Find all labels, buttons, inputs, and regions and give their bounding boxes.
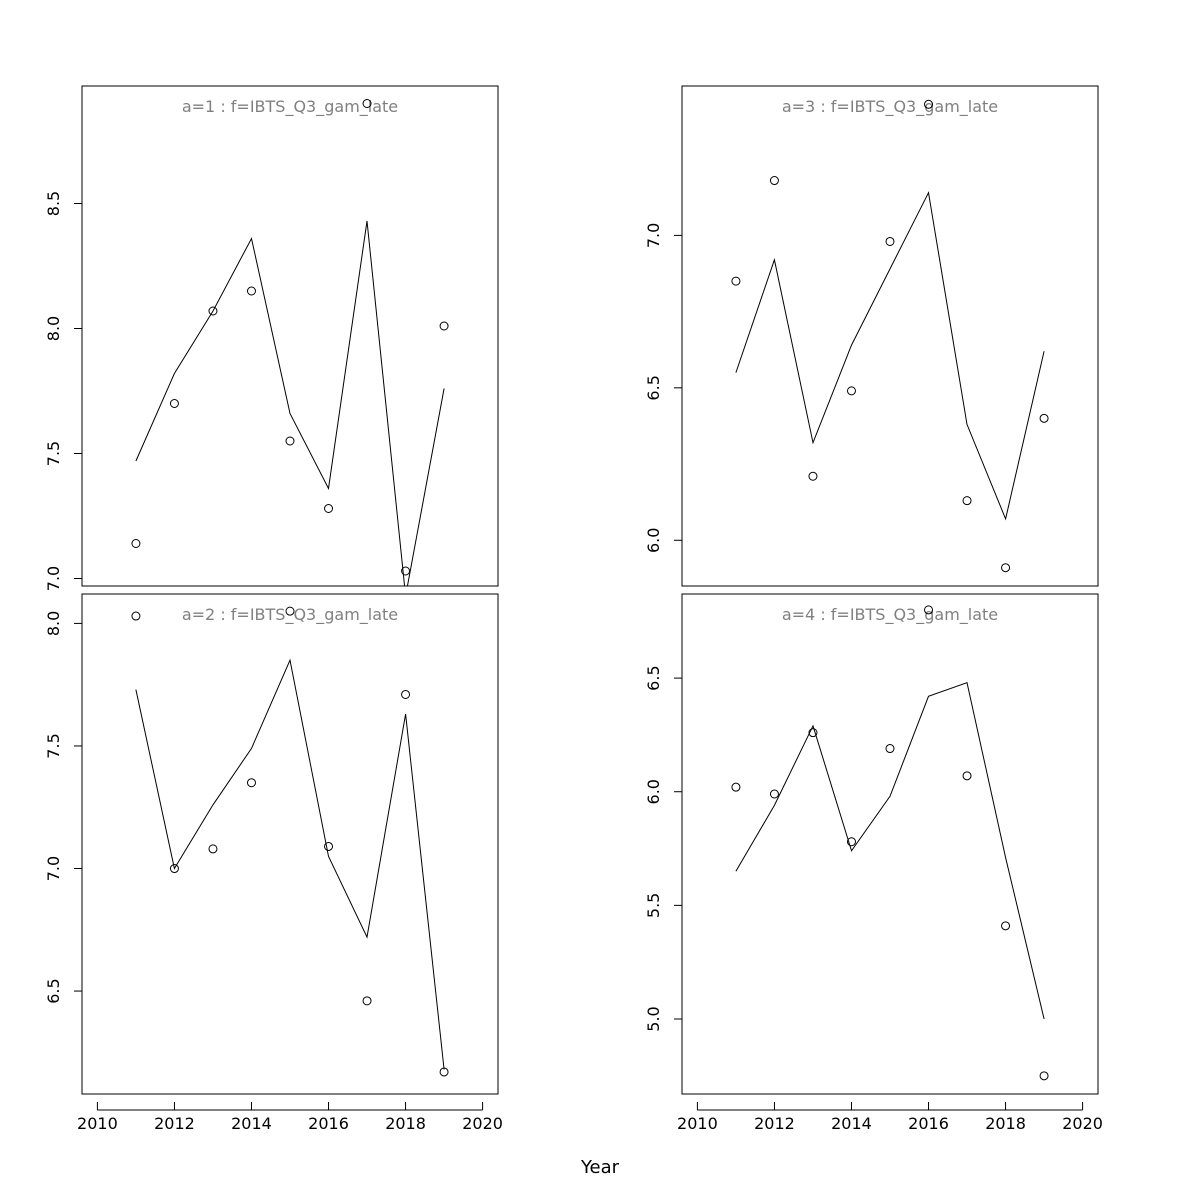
y-tick-label: 8.5 bbox=[44, 191, 63, 216]
x-tick-label: 2018 bbox=[985, 1114, 1026, 1133]
data-point bbox=[924, 605, 934, 615]
y-tick-label: 7.5 bbox=[44, 733, 63, 758]
x-tick-label: 2020 bbox=[462, 1114, 503, 1133]
y-tick-label: 6.0 bbox=[644, 779, 663, 804]
data-point bbox=[208, 844, 218, 854]
y-tick-label: 7.0 bbox=[644, 223, 663, 248]
data-point bbox=[362, 99, 372, 108]
data-point bbox=[246, 778, 256, 788]
panels-group: a=1 : f=IBTS_Q3_gam_late 7.0 7.5 8.0 8.5 a=3 … bbox=[44, 85, 1103, 1133]
y-tick-label: 7.0 bbox=[44, 856, 63, 881]
panel-frame bbox=[681, 85, 1099, 587]
data-point bbox=[131, 611, 141, 621]
data-point bbox=[769, 176, 779, 186]
x-tick-label: 2012 bbox=[154, 1114, 195, 1133]
data-point bbox=[324, 504, 334, 513]
data-point bbox=[885, 236, 895, 246]
panel-title: a=1 : f=IBTS_Q3_gam_late bbox=[182, 97, 398, 117]
data-point bbox=[401, 689, 411, 699]
data-point bbox=[962, 771, 972, 781]
data-point bbox=[285, 606, 295, 616]
data-point bbox=[208, 306, 218, 316]
panel-3: a=2 : f=IBTS_Q3_gam_late6.57.07.58.02010… bbox=[44, 593, 503, 1133]
panel-title: a=4 : f=IBTS_Q3_gam_late bbox=[782, 605, 998, 625]
data-point bbox=[731, 276, 741, 286]
data-point bbox=[439, 1067, 449, 1077]
panel-frame bbox=[81, 85, 499, 587]
data-point bbox=[885, 744, 895, 754]
y-tick-label: 7.5 bbox=[44, 441, 63, 466]
data-point bbox=[246, 286, 256, 296]
fitted-line bbox=[135, 220, 445, 586]
data-point bbox=[769, 789, 779, 799]
data-point bbox=[1001, 563, 1011, 573]
x-tick-label: 2010 bbox=[677, 1114, 718, 1133]
y-tick-label: 6.5 bbox=[644, 375, 663, 400]
data-point bbox=[808, 471, 818, 481]
data-point bbox=[1001, 921, 1011, 931]
data-point bbox=[808, 728, 818, 738]
fitted-line bbox=[735, 191, 1045, 521]
panel-1: a=1 : f=IBTS_Q3_gam_late 7.0 7.5 8.0 8.5 bbox=[44, 85, 499, 591]
panel-title: a=3 : f=IBTS_Q3_gam_late bbox=[782, 97, 998, 117]
data-point bbox=[731, 782, 741, 792]
panel-frame bbox=[681, 593, 1099, 1095]
data-point bbox=[439, 321, 449, 331]
x-axis-label: Year bbox=[580, 1157, 620, 1178]
y-tick-label: 8.0 bbox=[44, 611, 63, 636]
panel-frame bbox=[81, 593, 499, 1095]
panel-data bbox=[131, 99, 449, 586]
data-point bbox=[285, 436, 295, 446]
data-point bbox=[169, 399, 179, 408]
x-tick-label: 2016 bbox=[908, 1114, 949, 1133]
panel-4: a=4 : f=IBTS_Q3_gam_late 5.0 5.5 6.0 6.5 2010… bbox=[644, 593, 1103, 1133]
fitted-line bbox=[135, 658, 445, 1070]
x-tick-label: 2012 bbox=[754, 1114, 795, 1133]
data-point bbox=[324, 841, 334, 851]
data-point bbox=[401, 566, 411, 576]
y-tick-label: 6.5 bbox=[644, 665, 663, 690]
x-tick-label: 2018 bbox=[385, 1114, 426, 1133]
y-tick-label: 8.0 bbox=[44, 316, 63, 341]
x-tick-label: 2014 bbox=[831, 1114, 872, 1133]
data-point bbox=[1039, 1071, 1049, 1081]
y-tick-label: 5.5 bbox=[644, 893, 663, 918]
panel-data bbox=[131, 606, 449, 1077]
x-tick-label: 2014 bbox=[231, 1114, 272, 1133]
fitted-line bbox=[735, 681, 1045, 1020]
y-tick-label: 7.0 bbox=[44, 566, 63, 591]
panel-data bbox=[731, 99, 1049, 573]
data-point bbox=[131, 539, 141, 548]
data-point bbox=[962, 496, 972, 506]
y-tick-label: 6.5 bbox=[44, 978, 63, 1003]
x-tick-label: 2020 bbox=[1062, 1114, 1103, 1133]
data-point bbox=[1039, 413, 1049, 423]
x-tick-label: 2016 bbox=[308, 1114, 349, 1133]
y-tick-label: 6.0 bbox=[644, 528, 663, 553]
panel-data bbox=[731, 605, 1049, 1081]
panel-2: a=3 : f=IBTS_Q3_gam_late 6.0 6.5 7.0 bbox=[644, 85, 1099, 587]
data-point bbox=[169, 864, 179, 874]
data-point bbox=[362, 996, 372, 1006]
x-tick-label: 2010 bbox=[77, 1114, 118, 1133]
data-point bbox=[846, 386, 856, 396]
data-point bbox=[924, 99, 934, 109]
data-point bbox=[846, 837, 856, 847]
y-tick-label: 5.0 bbox=[644, 1006, 663, 1031]
